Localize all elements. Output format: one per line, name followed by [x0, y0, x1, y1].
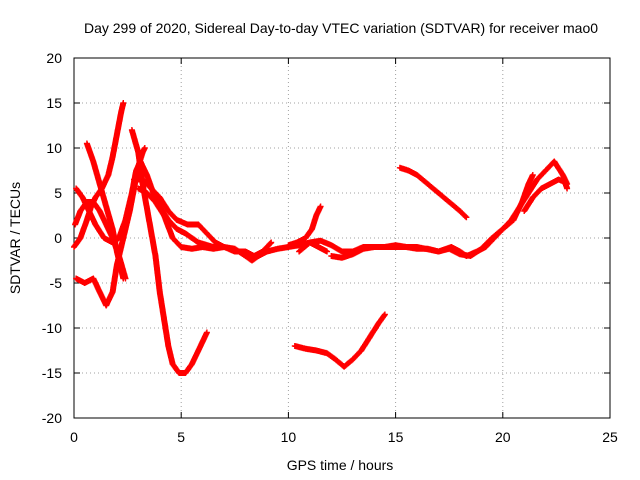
y-tick-labels: -20 -15 -10 -5 0 5 10 15 20 — [42, 50, 62, 426]
y-tick-label: -5 — [50, 275, 63, 291]
series-markers — [328, 172, 536, 261]
series-arc-12 — [521, 176, 571, 214]
y-tick-label: 10 — [46, 140, 62, 156]
x-tick-label: 25 — [602, 429, 618, 445]
series-arc-11 — [328, 172, 536, 261]
series-arc-8 — [135, 185, 330, 264]
series-arc-5 — [72, 199, 129, 282]
series-markers — [291, 311, 388, 370]
x-tick-label: 20 — [495, 429, 511, 445]
x-tick-label: 10 — [281, 429, 297, 445]
chart-title: Day 299 of 2020, Sidereal Day-to-day VTE… — [84, 20, 598, 36]
data-series — [71, 100, 571, 376]
series-markers — [521, 176, 571, 214]
x-tick-label: 0 — [70, 429, 78, 445]
grid-lines — [74, 58, 610, 418]
series-markers — [135, 185, 330, 264]
series-markers — [72, 199, 129, 282]
y-tick-label: 0 — [54, 230, 62, 246]
series-markers — [71, 100, 127, 250]
series-arc-9 — [285, 203, 324, 249]
y-tick-label: 15 — [46, 95, 62, 111]
series-arc-14 — [396, 164, 470, 221]
y-axis-label: SDTVAR / TECUs — [7, 182, 23, 294]
series-arc-6 — [128, 127, 210, 376]
series-arc-3 — [71, 100, 127, 250]
y-tick-label: -15 — [42, 365, 62, 381]
y-tick-label: 5 — [54, 185, 62, 201]
series-markers — [128, 127, 210, 376]
y-tick-label: -10 — [42, 320, 62, 336]
x-tick-label: 15 — [388, 429, 404, 445]
x-tick-labels: 0 5 10 15 20 25 — [70, 429, 618, 445]
x-axis-label: GPS time / hours — [287, 457, 394, 473]
series-arc-13 — [291, 311, 388, 370]
series-markers — [285, 203, 324, 249]
y-tick-label: -20 — [42, 410, 62, 426]
x-tick-label: 5 — [177, 429, 185, 445]
y-tick-label: 20 — [46, 50, 62, 66]
series-markers — [396, 164, 470, 221]
